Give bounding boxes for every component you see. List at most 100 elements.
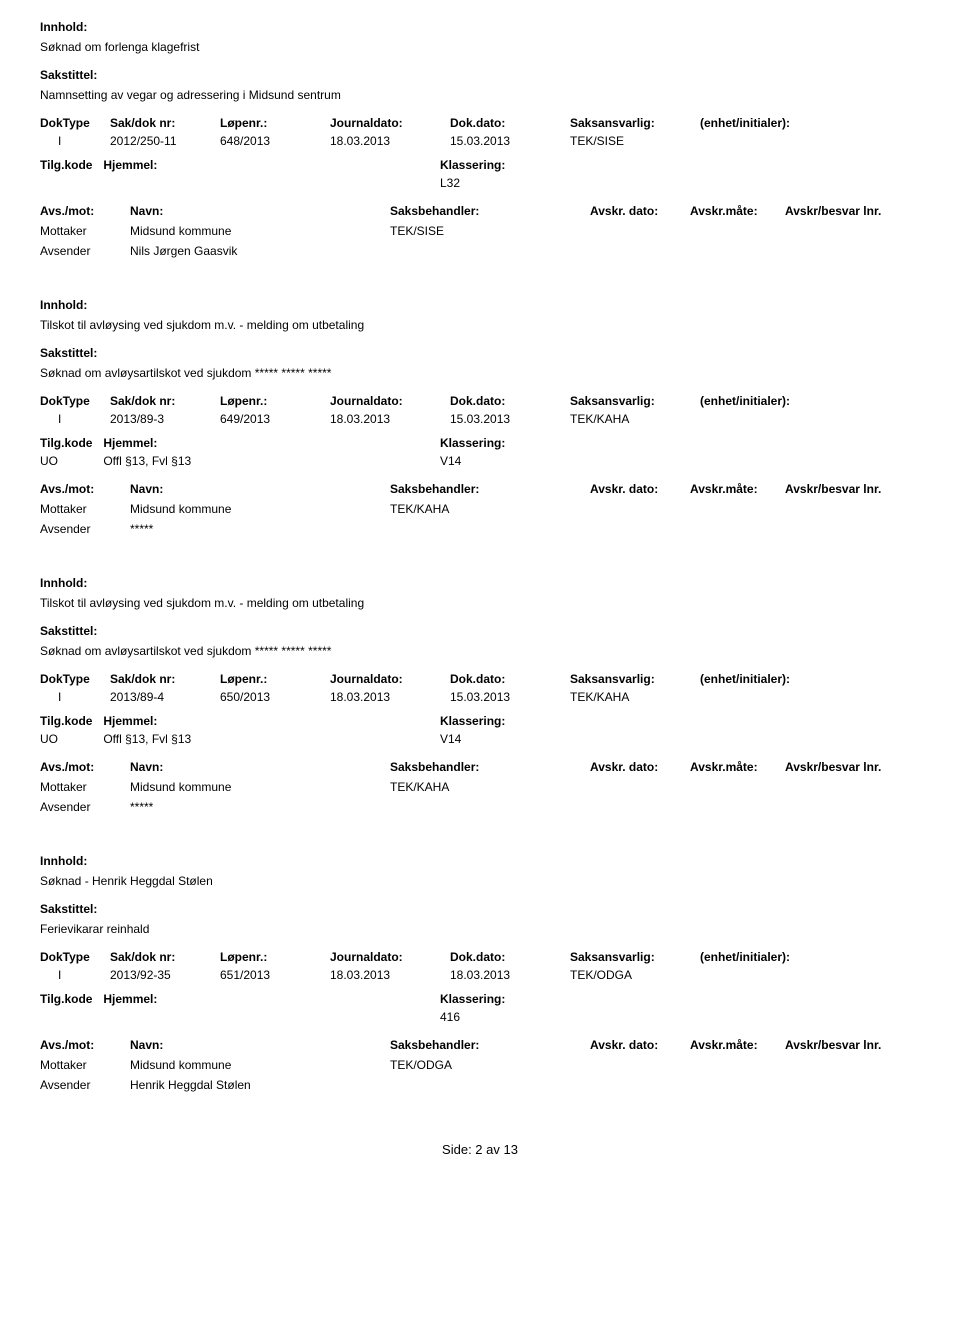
avskrmate-header: Avskr.måte: [690, 204, 785, 218]
klassering-value: 416 [440, 1010, 505, 1024]
dokdato-header: Dok.dato: [450, 672, 570, 686]
saksbehandler-value: TEK/SISE [390, 224, 590, 238]
doktype-value: I [40, 134, 110, 148]
journal-record: Innhold: Tilskot til avløysing ved sjukd… [40, 576, 920, 814]
journal-record: Innhold: Tilskot til avløysing ved sjukd… [40, 298, 920, 536]
klassering-header: Klassering: [440, 158, 505, 172]
klassering-value: V14 [440, 732, 505, 746]
innhold-value: Søknad - Henrik Heggdal Stølen [40, 874, 920, 888]
navn-header: Navn: [130, 760, 390, 774]
saksansvarlig-value: TEK/KAHA [570, 690, 700, 704]
enhet-value [700, 690, 860, 704]
mottaker-row: Mottaker Midsund kommune TEK/KAHA [40, 502, 920, 516]
sakdok-value: 2013/89-3 [110, 412, 220, 426]
mottaker-role: Mottaker [40, 224, 130, 238]
enhet-header: (enhet/initialer): [700, 950, 860, 964]
meta-header-row: DokType Sak/dok nr: Løpenr.: Journaldato… [40, 950, 920, 964]
avskrdato-header: Avskr. dato: [590, 482, 690, 496]
avskrbesvar-header: Avskr/besvar lnr. [785, 482, 915, 496]
mottaker-name: Midsund kommune [130, 224, 390, 238]
sakstittel-value: Søknad om avløysartilskot ved sjukdom **… [40, 644, 920, 658]
dokdato-value: 15.03.2013 [450, 690, 570, 704]
saksansvarlig-header: Saksansvarlig: [570, 116, 700, 130]
enhet-value [700, 968, 860, 982]
innhold-label: Innhold: [40, 20, 920, 34]
tilg-klass-row: Tilg.kode Hjemmel: Klassering: 416 [40, 992, 920, 1024]
innhold-label: Innhold: [40, 298, 920, 312]
innhold-value: Tilskot til avløysing ved sjukdom m.v. -… [40, 596, 920, 610]
doktype-header: DokType [40, 950, 110, 964]
avsmot-header-row: Avs./mot: Navn: Saksbehandler: Avskr. da… [40, 1038, 920, 1052]
tilg-klass-row: Tilg.kode Hjemmel: UO Offl §13, Fvl §13 … [40, 436, 920, 468]
avsender-role: Avsender [40, 522, 130, 536]
tilg-header: Tilg.kode Hjemmel: [40, 992, 440, 1006]
avsmot-header-row: Avs./mot: Navn: Saksbehandler: Avskr. da… [40, 760, 920, 774]
avskrdato-header: Avskr. dato: [590, 760, 690, 774]
journaldato-value: 18.03.2013 [330, 412, 450, 426]
tilg-value [40, 1010, 440, 1024]
lopenr-header: Løpenr.: [220, 950, 330, 964]
tilg-header: Tilg.kode Hjemmel: [40, 158, 440, 172]
mottaker-role: Mottaker [40, 1058, 130, 1072]
saksbehandler-value: TEK/ODGA [390, 1058, 590, 1072]
lopenr-header: Løpenr.: [220, 672, 330, 686]
sakdok-value: 2012/250-11 [110, 134, 220, 148]
sakdok-header: Sak/dok nr: [110, 394, 220, 408]
journaldato-header: Journaldato: [330, 116, 450, 130]
enhet-value [700, 412, 860, 426]
meta-value-row: I 2013/92-35 651/2013 18.03.2013 18.03.2… [40, 968, 920, 982]
tilg-klass-row: Tilg.kode Hjemmel: Klassering: L32 [40, 158, 920, 190]
avsender-name: Nils Jørgen Gaasvik [130, 244, 390, 258]
klassering-header: Klassering: [440, 714, 505, 728]
journal-record: Innhold: Søknad - Henrik Heggdal Stølen … [40, 854, 920, 1092]
doktype-value: I [40, 690, 110, 704]
innhold-value: Tilskot til avløysing ved sjukdom m.v. -… [40, 318, 920, 332]
saksansvarlig-header: Saksansvarlig: [570, 672, 700, 686]
saksbehandler-header: Saksbehandler: [390, 1038, 590, 1052]
avsender-role: Avsender [40, 244, 130, 258]
lopenr-value: 649/2013 [220, 412, 330, 426]
avsender-role: Avsender [40, 800, 130, 814]
dokdato-header: Dok.dato: [450, 950, 570, 964]
avsmot-header: Avs./mot: [40, 1038, 130, 1052]
dokdato-header: Dok.dato: [450, 116, 570, 130]
avsender-row: Avsender Henrik Heggdal Stølen [40, 1078, 920, 1092]
sakstittel-label: Sakstittel: [40, 902, 920, 916]
lopenr-header: Løpenr.: [220, 394, 330, 408]
journaldato-value: 18.03.2013 [330, 690, 450, 704]
avskrmate-header: Avskr.måte: [690, 1038, 785, 1052]
mottaker-row: Mottaker Midsund kommune TEK/ODGA [40, 1058, 920, 1072]
klassering-value: V14 [440, 454, 505, 468]
lopenr-value: 650/2013 [220, 690, 330, 704]
innhold-label: Innhold: [40, 576, 920, 590]
meta-header-row: DokType Sak/dok nr: Løpenr.: Journaldato… [40, 672, 920, 686]
meta-value-row: I 2012/250-11 648/2013 18.03.2013 15.03.… [40, 134, 920, 148]
meta-value-row: I 2013/89-3 649/2013 18.03.2013 15.03.20… [40, 412, 920, 426]
enhet-header: (enhet/initialer): [700, 116, 860, 130]
sakdok-header: Sak/dok nr: [110, 116, 220, 130]
avskrmate-header: Avskr.måte: [690, 760, 785, 774]
klassering-value: L32 [440, 176, 505, 190]
meta-header-row: DokType Sak/dok nr: Løpenr.: Journaldato… [40, 394, 920, 408]
innhold-label: Innhold: [40, 854, 920, 868]
avsender-name: ***** [130, 522, 390, 536]
avsmot-header-row: Avs./mot: Navn: Saksbehandler: Avskr. da… [40, 204, 920, 218]
journaldato-header: Journaldato: [330, 950, 450, 964]
sakdok-value: 2013/89-4 [110, 690, 220, 704]
saksansvarlig-value: TEK/KAHA [570, 412, 700, 426]
tilg-header: Tilg.kode Hjemmel: [40, 714, 440, 728]
mottaker-row: Mottaker Midsund kommune TEK/KAHA [40, 780, 920, 794]
avsmot-header: Avs./mot: [40, 204, 130, 218]
enhet-value [700, 134, 860, 148]
avskrbesvar-header: Avskr/besvar lnr. [785, 204, 915, 218]
avskrbesvar-header: Avskr/besvar lnr. [785, 1038, 915, 1052]
saksbehandler-value: TEK/KAHA [390, 780, 590, 794]
innhold-value: Søknad om forlenga klagefrist [40, 40, 920, 54]
sakstittel-value: Søknad om avløysartilskot ved sjukdom **… [40, 366, 920, 380]
saksbehandler-header: Saksbehandler: [390, 760, 590, 774]
avsender-row: Avsender ***** [40, 800, 920, 814]
enhet-header: (enhet/initialer): [700, 672, 860, 686]
dokdato-value: 15.03.2013 [450, 134, 570, 148]
avsender-row: Avsender ***** [40, 522, 920, 536]
navn-header: Navn: [130, 482, 390, 496]
